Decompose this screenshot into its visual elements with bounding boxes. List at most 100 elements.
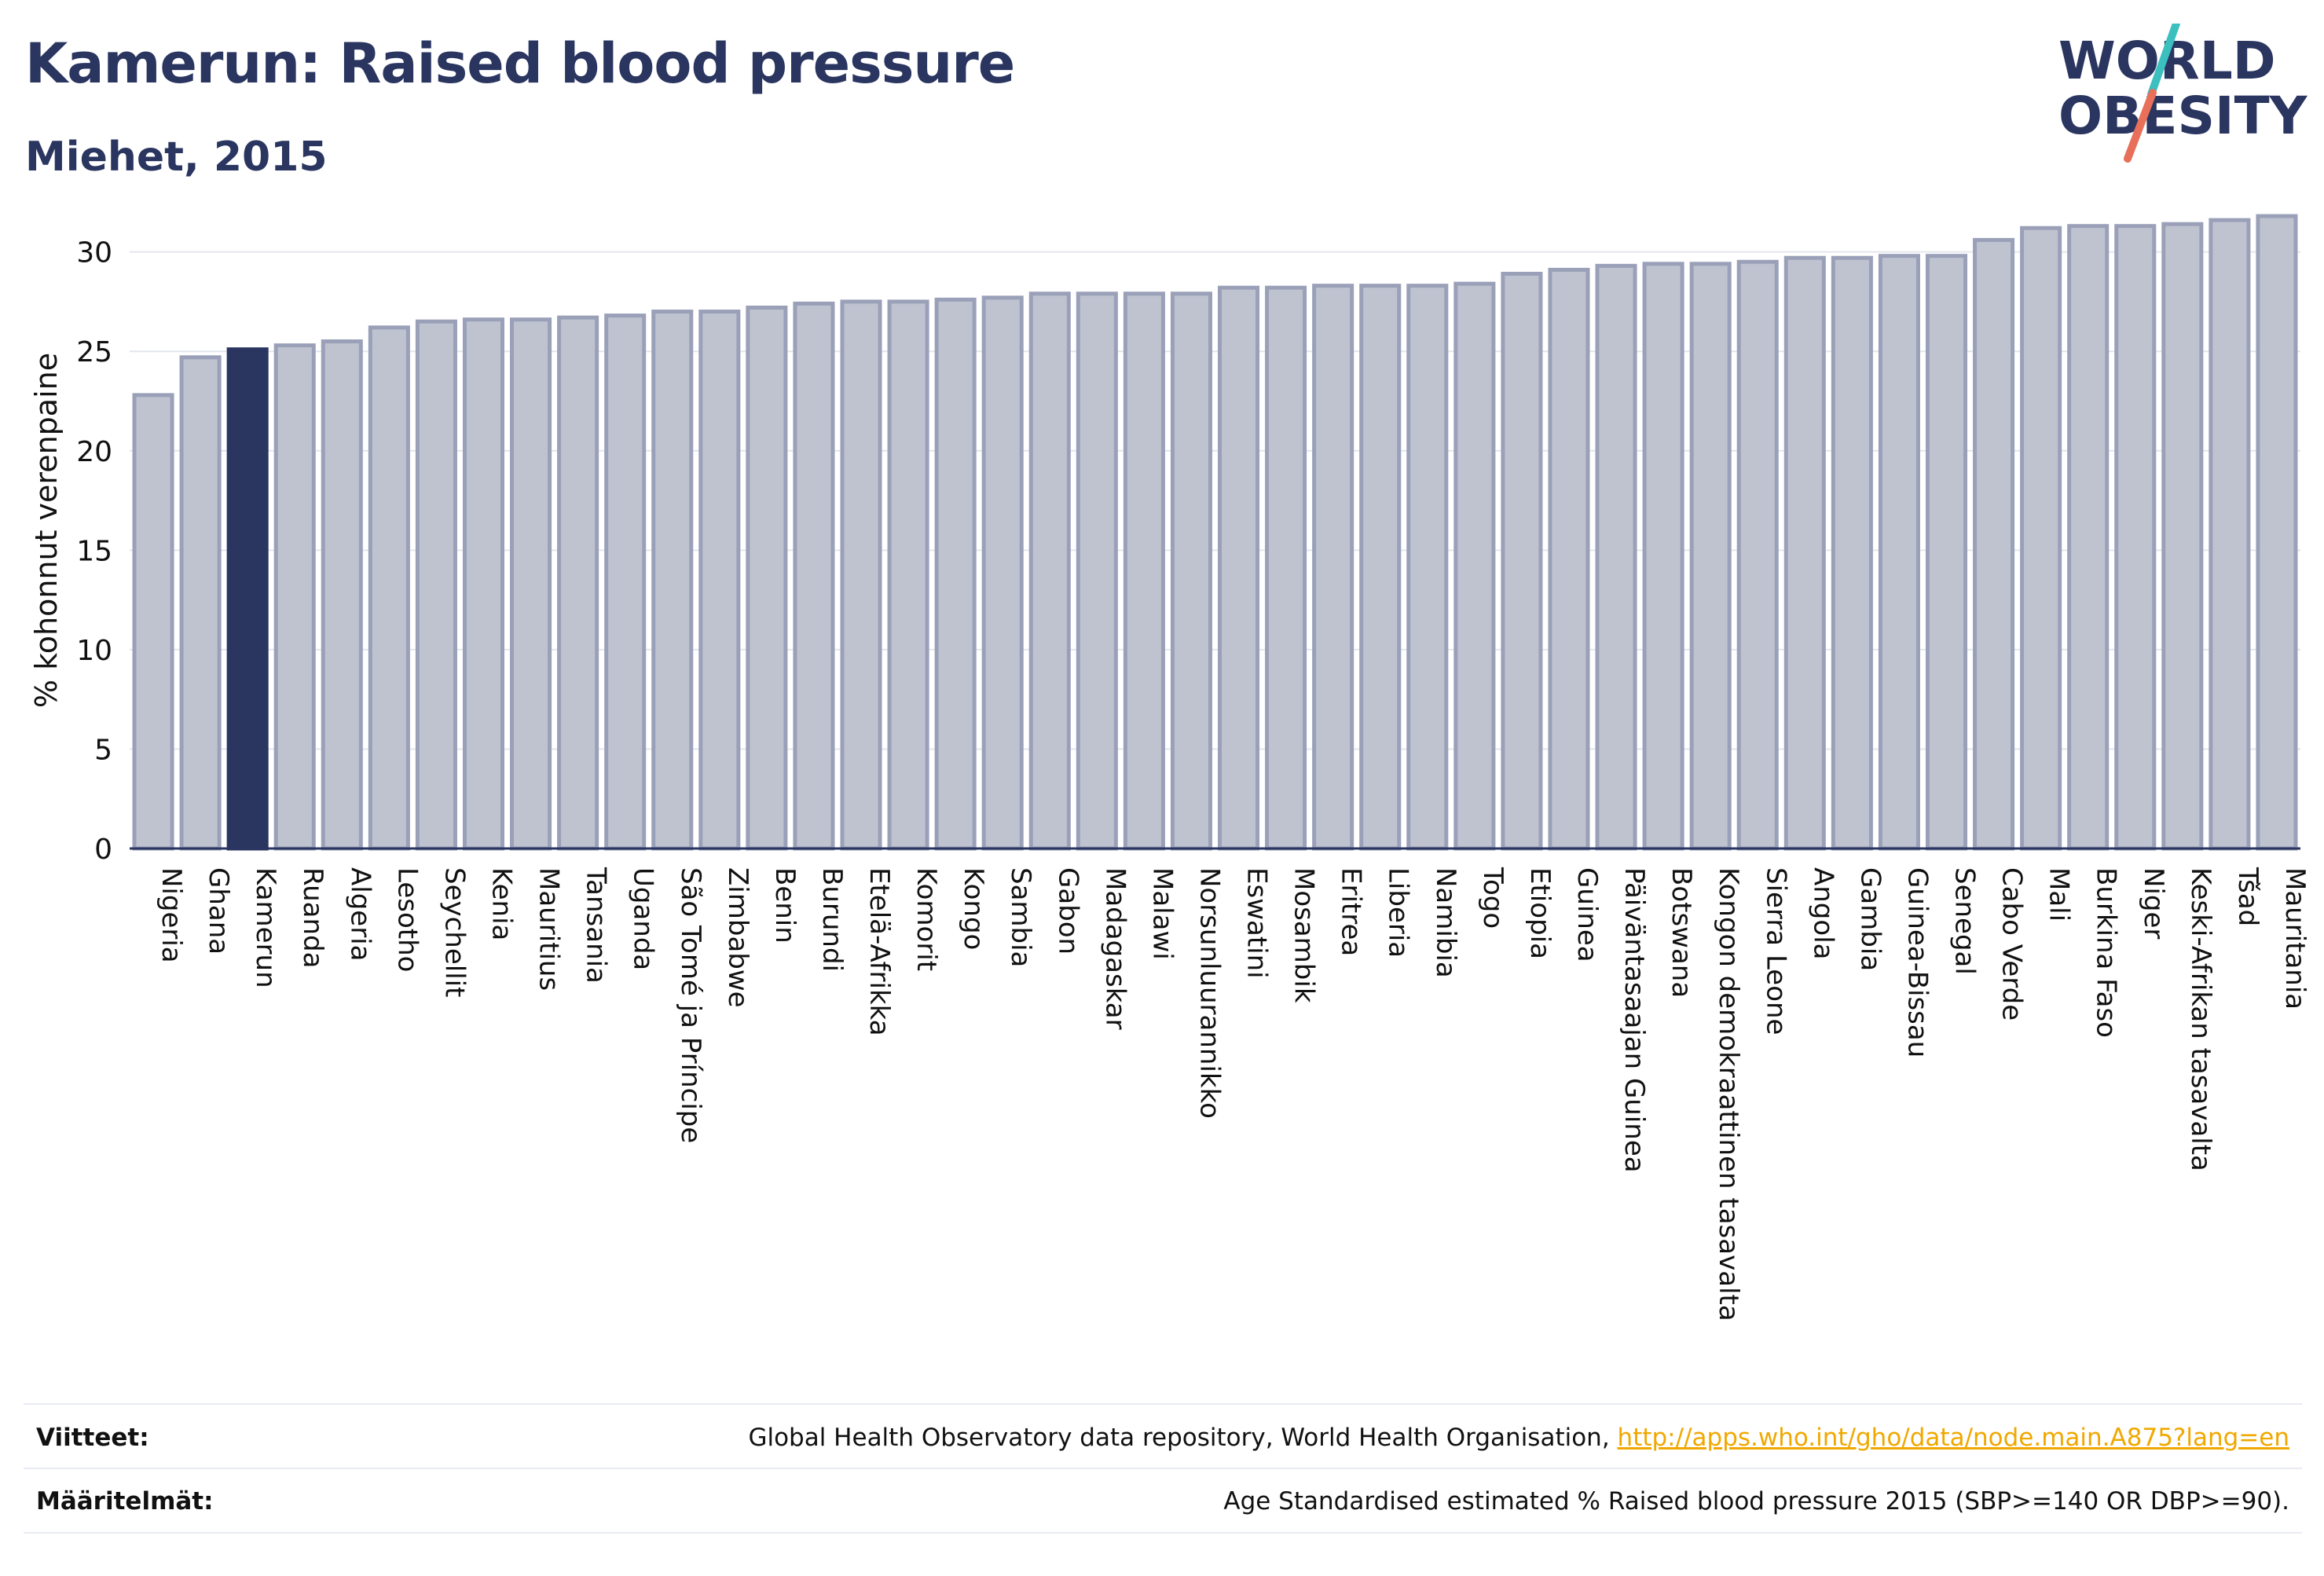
x-tick-label: Ruanda [297, 867, 328, 968]
x-tick-label: Keski-Afrikan tasavalta [2185, 867, 2216, 1171]
bar[interactable] [557, 315, 599, 851]
bar[interactable] [1218, 285, 1260, 851]
bar[interactable] [2161, 222, 2204, 851]
bar[interactable] [1123, 291, 1165, 851]
x-axis-labels: Nigeria Ghana Kamerun Ruanda Algeria Lesotho S… [156, 867, 2311, 1321]
footer-divider-middle [24, 1468, 2302, 1469]
bar[interactable] [1689, 262, 1732, 851]
x-tick-label: Norsunluurannikko [1193, 867, 1225, 1119]
bar[interactable] [1076, 291, 1118, 851]
bar[interactable] [2067, 224, 2110, 851]
bar[interactable] [226, 347, 269, 851]
references-value: Global Health Observatory data repositor… [748, 1424, 2289, 1452]
bar[interactable] [368, 325, 410, 851]
x-tick-label: Madagaskar [1099, 867, 1131, 1030]
y-tick-label: 25 [76, 336, 112, 368]
x-tick-label: Eswatini [1241, 867, 1273, 979]
bar[interactable] [651, 310, 694, 851]
definitions-label: Määritelmät: [36, 1487, 214, 1516]
bar[interactable] [510, 317, 552, 851]
x-tick-label: Lesotho [391, 867, 423, 972]
x-tick-label: Mauritius [533, 867, 565, 991]
x-tick-label: Gambia [1854, 867, 1886, 971]
y-tick-label: 5 [94, 734, 112, 766]
bar[interactable] [1501, 271, 1543, 851]
bar[interactable] [2209, 218, 2251, 851]
page-subtitle: Miehet, 2015 [25, 134, 328, 181]
y-axis-ticks: 0 5 10 15 20 25 30 [76, 237, 112, 866]
bar[interactable] [1170, 291, 1212, 851]
footer-divider-bottom [24, 1532, 2302, 1534]
bar[interactable] [746, 306, 788, 851]
x-tick-label: Gabon [1052, 867, 1083, 955]
bar[interactable] [934, 297, 977, 851]
x-tick-label: Namibia [1430, 867, 1461, 978]
y-tick-label: 10 [76, 635, 112, 667]
bar[interactable] [179, 355, 222, 851]
bar[interactable] [2020, 225, 2062, 851]
bar[interactable] [2256, 214, 2298, 851]
bar[interactable] [1595, 263, 1637, 851]
bar[interactable] [415, 319, 457, 851]
bars [132, 214, 2298, 851]
bar[interactable] [1831, 255, 1873, 851]
x-tick-label: Mali [2044, 867, 2075, 922]
bar[interactable] [273, 343, 316, 851]
bar[interactable] [2114, 224, 2157, 851]
bar[interactable] [840, 299, 882, 851]
y-axis-label: % kohonnut verenpaine [29, 353, 64, 708]
bar[interactable] [1642, 262, 1684, 851]
x-tick-label: Botswana [1666, 867, 1697, 998]
bar[interactable] [1973, 237, 2015, 851]
definitions-value: Age Standardised estimated % Raised bloo… [1223, 1487, 2289, 1516]
x-tick-label: Kongo [958, 867, 989, 950]
bar[interactable] [1359, 284, 1402, 851]
x-tick-label: Seychellit [438, 867, 470, 997]
bar-chart: 0 5 10 15 20 25 30 Nigeria Ghana Kamerun Ruanda Al… [29, 214, 2311, 1321]
logo-slash-red [2124, 89, 2157, 163]
bar[interactable] [1878, 254, 1920, 851]
bar[interactable] [604, 313, 647, 851]
x-tick-label: Etiopia [1524, 867, 1556, 959]
x-tick-label: Eritrea [1336, 867, 1367, 956]
x-tick-label: Burundi [816, 867, 848, 972]
bar[interactable] [887, 299, 929, 851]
bar[interactable] [1453, 281, 1496, 851]
page-title: Kamerun: Raised blood pressure [25, 31, 1015, 96]
x-tick-label: Päiväntasaajan Guinea [1618, 867, 1650, 1173]
bar[interactable] [132, 393, 174, 851]
bar[interactable] [1925, 254, 1968, 851]
x-tick-label: Liberia [1383, 867, 1414, 958]
x-tick-label: Kongon demokraattinen tasavalta [1713, 867, 1744, 1321]
x-tick-label: Sambia [1005, 867, 1036, 967]
x-tick-label: Komorit [911, 867, 942, 971]
bar[interactable] [462, 317, 505, 851]
bar[interactable] [1736, 259, 1779, 851]
x-tick-label: Kenia [486, 867, 517, 940]
x-tick-label: Kamerun [250, 867, 281, 988]
x-tick-label: Ghana [203, 867, 234, 955]
bar[interactable] [1265, 285, 1307, 851]
world-obesity-logo: WORLD OBESITY [2058, 24, 2308, 163]
bar[interactable] [793, 301, 835, 851]
x-tick-label: Uganda [628, 867, 659, 970]
bar[interactable] [1406, 284, 1449, 851]
x-tick-label: Niger [2138, 867, 2169, 939]
bar[interactable] [1028, 291, 1071, 851]
bar[interactable] [698, 310, 741, 851]
x-tick-label: Angola [1807, 867, 1838, 959]
bar[interactable] [1548, 267, 1590, 851]
bar[interactable] [1783, 255, 1826, 851]
x-tick-label: Algeria [344, 867, 376, 961]
x-tick-label: Guinea [1571, 867, 1603, 962]
references-link[interactable]: http://apps.who.int/gho/data/node.main.A… [1617, 1424, 2289, 1452]
x-tick-label: Malawi [1146, 867, 1178, 960]
y-tick-label: 15 [76, 535, 112, 567]
x-tick-label: Tansania [581, 867, 612, 984]
footer-divider-top [24, 1403, 2302, 1405]
bar[interactable] [981, 295, 1024, 851]
bar[interactable] [321, 339, 363, 851]
references-text: Global Health Observatory data repositor… [748, 1424, 1618, 1452]
bar[interactable] [1312, 284, 1354, 851]
x-tick-label: Etelä-Afrikka [863, 867, 895, 1036]
